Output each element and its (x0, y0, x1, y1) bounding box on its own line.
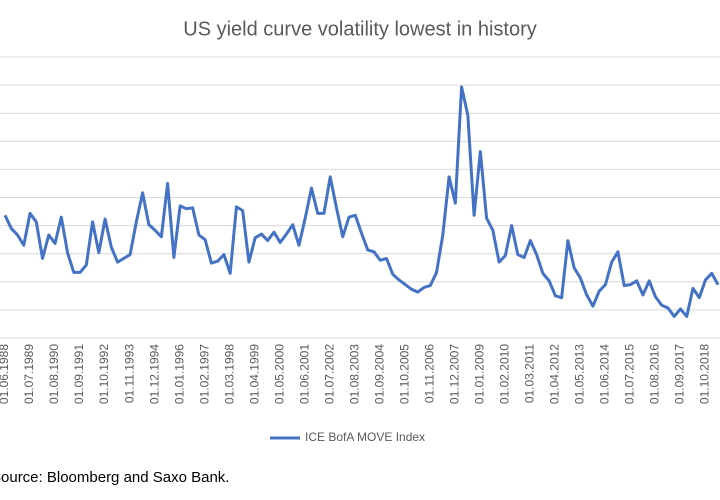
x-tick-label: 01.09.2004 (372, 344, 386, 404)
x-tick-label: 01.07.2002 (322, 344, 336, 404)
x-tick-label: 01.12.2007 (447, 344, 461, 404)
chart-title: US yield curve volatility lowest in hist… (183, 18, 536, 40)
x-tick-label: 01.08.2003 (347, 344, 361, 404)
x-tick-label: 01.06.2014 (598, 344, 612, 404)
data-line (3, 85, 720, 318)
x-tick-label: 01.05.2000 (272, 344, 286, 404)
x-tick-label: 01.10.2005 (397, 344, 411, 404)
x-tick-label: 01.04.1999 (247, 344, 261, 404)
x-tick-label: 01.08.2016 (648, 344, 662, 404)
x-tick-label: 01.05.2013 (573, 344, 587, 404)
x-tick-label: 01.01.2009 (473, 344, 487, 404)
x-tick-label: 01.09.2017 (673, 344, 687, 404)
x-tick-label: 01.03.1998 (222, 344, 236, 404)
x-tick-label: 01.03.2011 (523, 344, 537, 403)
x-tick-label: 01.10.2018 (698, 344, 712, 404)
x-tick-label: 01.09.1991 (72, 344, 86, 404)
x-tick-label: 01.11.1993 (122, 344, 136, 403)
x-tick-label: 01.11.2006 (422, 344, 436, 403)
x-tick-label: 01.10.1992 (97, 344, 111, 404)
legend-label: ICE BofA MOVE Index (305, 430, 425, 444)
x-tick-label: 01.06.2001 (297, 344, 311, 404)
x-tick-label: 01.02.2010 (498, 344, 512, 404)
source-note: Source: Bloomberg and Saxo Bank. (0, 469, 229, 486)
x-tick-label: 01.12.1994 (147, 344, 161, 404)
x-tick-label: 01.06.1988 (0, 344, 11, 404)
x-tick-label: 01.08.1990 (47, 344, 61, 404)
x-tick-label: 01.07.1989 (22, 344, 36, 404)
x-tick-label: 01.04.2012 (548, 344, 562, 404)
x-tick-label: 01.02.1997 (197, 344, 211, 404)
x-tick-label: 01.07.2015 (623, 344, 637, 404)
x-tick-label: 01.01.1996 (172, 344, 186, 404)
